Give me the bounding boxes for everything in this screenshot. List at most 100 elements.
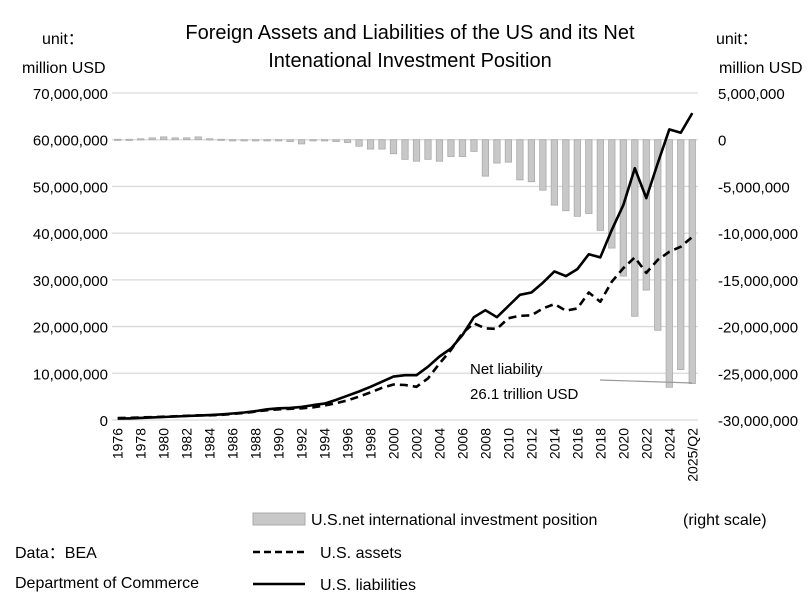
left-axis-tick-label: 30,000,000 <box>33 273 108 290</box>
chart-title-line-1: Foreign Assets and Liabilities of the US… <box>185 22 635 44</box>
series-lines <box>117 112 694 420</box>
x-axis-tick-label: 1984 <box>202 428 218 459</box>
x-axis-tick-label: 2010 <box>500 428 516 459</box>
net-position-bar <box>171 137 179 141</box>
x-axis-tick-label: 2022 <box>638 428 654 459</box>
source-department: Department of Commerce <box>15 575 199 592</box>
x-axis-tick-label: 2004 <box>431 428 447 459</box>
x-axis-tick-label: 2018 <box>592 428 608 459</box>
legend-assets-label: U.S. assets <box>320 545 402 562</box>
net-position-bar <box>114 138 122 141</box>
net-position-bar <box>263 139 271 142</box>
x-axis-tick-label: 1980 <box>156 428 172 459</box>
net-position-bar <box>550 139 558 206</box>
x-axis-tick-label: 1988 <box>248 428 264 459</box>
x-axis-tick-label: 2006 <box>454 428 470 459</box>
liabilities-line <box>117 112 694 420</box>
net-position-bar <box>252 139 260 142</box>
net-position-bar <box>527 139 535 183</box>
net-position-bar <box>516 139 524 181</box>
legend-bar-note: (right scale) <box>683 512 767 529</box>
net-position-bar <box>148 137 156 141</box>
net-position-bars <box>114 136 696 388</box>
x-axis-tick-label: 1998 <box>363 428 379 459</box>
net-position-bar <box>401 139 409 160</box>
net-position-bar <box>160 136 168 141</box>
net-position-bar <box>435 139 444 162</box>
source-data: Data：BEA <box>15 545 97 562</box>
net-position-bar <box>320 139 329 142</box>
net-position-bar <box>458 139 467 157</box>
net-position-bar <box>286 139 294 142</box>
net-position-bar <box>378 139 386 150</box>
net-position-bar <box>217 138 225 141</box>
net-position-bar <box>355 139 363 147</box>
annotation-line-1: Net liability <box>470 361 543 378</box>
x-axis-tick-label: 2016 <box>569 428 585 459</box>
right-axis-tick-label: -10,000,000 <box>718 226 798 243</box>
x-axis-tick-label: 1982 <box>179 428 195 459</box>
net-position-bar <box>631 139 639 317</box>
net-position-bar <box>504 139 513 163</box>
net-position-bar <box>573 139 581 217</box>
x-axis-tick-label: 1996 <box>340 428 356 459</box>
right-unit-label: unit： <box>716 31 758 48</box>
x-axis-tick-label: 2008 <box>477 428 493 459</box>
net-position-bar <box>688 139 696 384</box>
net-position-bar <box>275 139 283 142</box>
net-position-bar <box>412 139 421 162</box>
net-position-bar <box>125 138 133 141</box>
left-axis-tick-label: 50,000,000 <box>33 179 108 196</box>
x-axis-tick-label: 1994 <box>317 428 333 459</box>
left-axis-tick-label: 20,000,000 <box>33 320 108 337</box>
net-position-bar <box>539 139 547 191</box>
net-position-bar <box>206 138 214 141</box>
left-axis-tick-label: 10,000,000 <box>33 366 108 383</box>
x-axis-tick-label: 2025/Q2 <box>684 428 700 482</box>
legend-bar-label: U.S.net international investment positio… <box>311 512 597 529</box>
net-position-bar <box>562 139 570 212</box>
right-unit-value: million USD <box>719 60 803 77</box>
net-position-bar <box>194 136 202 141</box>
right-axis-tick-label: -30,000,000 <box>718 413 798 430</box>
assets-line <box>117 235 694 420</box>
legend-bar-swatch <box>252 512 306 526</box>
x-axis-tick-label: 2012 <box>523 428 539 459</box>
net-position-bar <box>596 139 604 231</box>
net-position-bar <box>654 139 662 331</box>
net-position-bar <box>447 139 455 157</box>
x-axis-tick-label: 1992 <box>294 428 310 459</box>
net-position-bar <box>481 139 490 177</box>
x-axis-tick-label: 1990 <box>271 428 287 459</box>
x-axis-tick-label: 2020 <box>615 428 631 459</box>
x-axis-tick-label: 1978 <box>133 428 149 459</box>
left-unit-value: million USD <box>22 60 106 77</box>
net-position-bar <box>389 139 398 155</box>
net-position-bar <box>677 139 685 370</box>
net-position-bar <box>424 139 432 160</box>
right-axis-tick-label: -20,000,000 <box>718 320 798 337</box>
legend-liabilities-label: U.S. liabilities <box>320 577 416 594</box>
left-axis-tick-label: 0 <box>100 413 108 430</box>
left-axis-tick-label: 70,000,000 <box>33 86 108 103</box>
right-axis-tick-label: -15,000,000 <box>718 273 798 290</box>
legend: U.S.net international investment positio… <box>252 512 767 594</box>
net-position-bar <box>343 139 352 143</box>
x-axis-tick-label: 2002 <box>408 428 424 459</box>
net-position-bar <box>297 139 306 145</box>
net-position-bar <box>240 139 248 142</box>
x-axis-tick-label: 1976 <box>110 428 126 459</box>
net-position-bar <box>665 139 673 388</box>
x-axis-tick-label: 2014 <box>546 428 562 459</box>
net-position-bar <box>366 139 375 150</box>
net-position-bar <box>229 139 237 142</box>
chart-title-line-2: Intenational Investment Position <box>268 50 552 72</box>
net-position-bar <box>642 139 650 291</box>
right-axis-tick-label: -25,000,000 <box>718 366 798 383</box>
left-axis-ticks: 0 10,000,000 20,000,000 30,000,000 40,000,00… <box>33 86 108 430</box>
x-axis-tick-label: 1986 <box>225 428 241 459</box>
x-axis-tick-label: 2024 <box>661 428 677 459</box>
net-position-bar <box>470 139 478 152</box>
net-position-bar <box>608 139 616 249</box>
